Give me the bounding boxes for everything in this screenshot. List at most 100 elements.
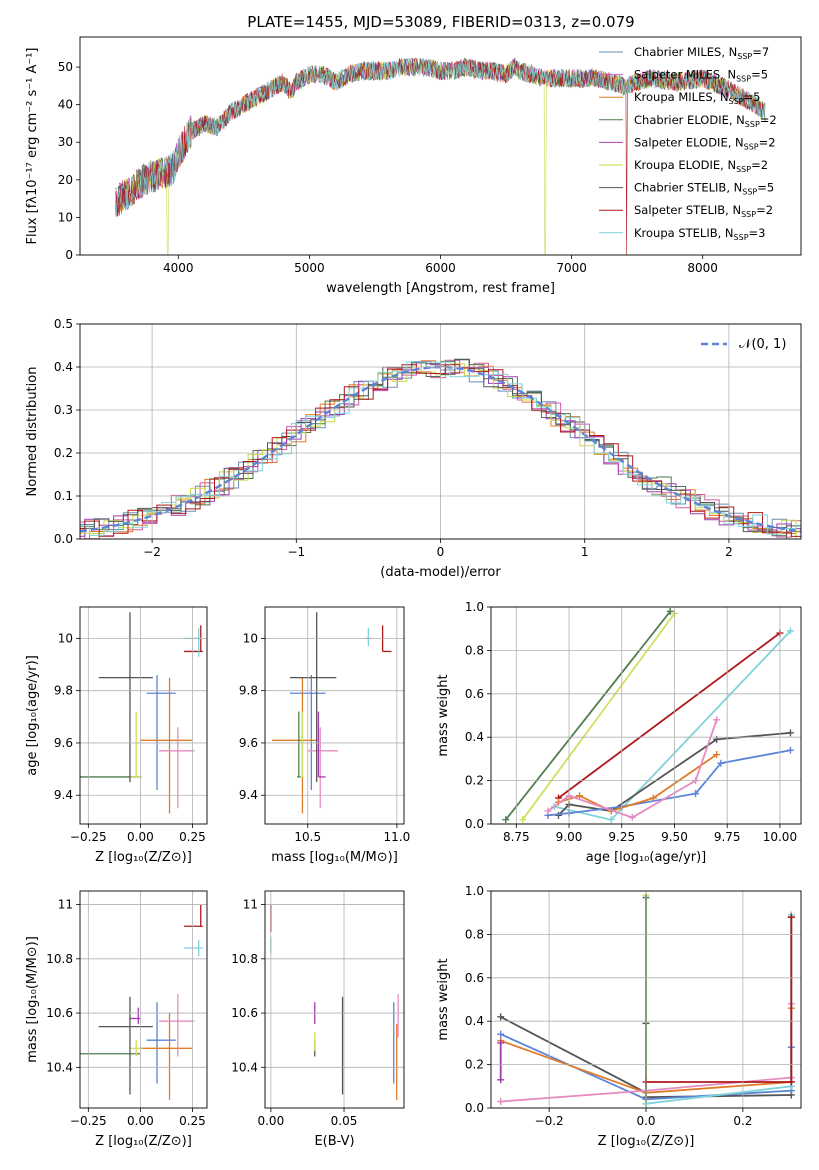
data-point — [628, 813, 636, 821]
y-tick-label: 10.4 — [231, 1060, 258, 1074]
series-line — [505, 610, 672, 821]
x-tick-label: 5000 — [294, 261, 325, 275]
x-tick-label: 4000 — [163, 261, 194, 275]
legend-label: Salpeter ELODIE, NSSP=2 — [634, 135, 776, 151]
data-point — [787, 913, 795, 921]
y-tick-label: 10.6 — [231, 1006, 258, 1020]
x-tick-label: 7000 — [556, 261, 587, 275]
y-axis-label: age [log₁₀(age/yr)] — [25, 655, 40, 776]
y-tick-label: 0.5 — [54, 317, 73, 331]
y-tick-label: 11 — [243, 898, 258, 912]
x-tick-label: 6000 — [425, 261, 456, 275]
histogram-step — [80, 359, 801, 539]
axes-frame — [490, 890, 802, 1109]
x-tick-label: −0.2 — [535, 1114, 564, 1128]
spectrum-line — [115, 57, 766, 212]
legend-label: Salpeter MILES, NSSP=5 — [634, 68, 768, 84]
axes-frame — [490, 606, 802, 825]
plot-area — [80, 612, 203, 814]
x-tick-label: −1 — [287, 545, 305, 559]
y-tick-label: 1.0 — [465, 884, 484, 898]
axes-frame — [79, 36, 802, 256]
x-tick-label: 0.2 — [733, 1114, 752, 1128]
y-tick-label: 0.0 — [465, 1101, 484, 1115]
y-tick-label: 0.4 — [54, 360, 73, 374]
legend-label: Kroupa MILES, NSSP=5 — [634, 90, 760, 106]
x-axis-label: mass [log₁₀(M/M⊙)] — [271, 850, 398, 865]
y-tick-label: 9.8 — [239, 684, 258, 698]
data-point — [607, 816, 615, 824]
y-tick-label: 9.4 — [54, 788, 73, 802]
y-tick-label: 10.4 — [46, 1060, 73, 1074]
plot-area — [80, 358, 801, 539]
data-point — [497, 1039, 505, 1047]
y-tick-label: 0.2 — [54, 446, 73, 460]
y-tick-label: 0.6 — [465, 971, 484, 985]
y-axis-label: Flux [fλ10⁻¹⁷ erg cm⁻² s⁻¹ A⁻¹] — [25, 48, 40, 245]
histogram-step — [80, 364, 801, 537]
y-tick-label: 10 — [58, 210, 73, 224]
x-axis-label: E(B-V) — [314, 1134, 354, 1149]
x-tick-label: 1 — [581, 545, 589, 559]
data-point — [713, 751, 721, 759]
x-tick-label: −0.25 — [70, 1114, 107, 1128]
plot-area — [80, 904, 203, 1100]
y-tick-label: 40 — [58, 98, 73, 112]
x-tick-label: 9.75 — [714, 830, 741, 844]
x-axis-label: (data-model)/error — [380, 565, 501, 580]
x-tick-label: 0.00 — [127, 1114, 154, 1128]
x-tick-label: −0.25 — [70, 830, 107, 844]
series-line — [557, 632, 781, 799]
x-axis-label: Z [log₁₀(Z/Z⊙)] — [95, 1134, 192, 1149]
data-point — [649, 794, 657, 802]
y-tick-label: 9.6 — [239, 736, 258, 750]
y-tick-label: 10.6 — [46, 1006, 73, 1020]
panel-age_vs_weight: 8.75 9.00 9.25 9.50 9.75 10.00 0.0 0.2 0.4 0.6 0.8… — [436, 600, 802, 865]
y-tick-label: 10.8 — [46, 952, 73, 966]
y-tick-label: 9.4 — [239, 788, 258, 802]
panel-spectrum: 4000 5000 6000 7000 8000 0 10 20 30 40 50 wavelengt… — [25, 36, 802, 296]
panel-z_vs_weight: −0.2 0.0 0.2 0.0 0.2 0.4 0.6 0.8 1.0 Z [log₁₀(Z/Z… — [436, 884, 802, 1149]
x-tick-label: 0.0 — [636, 1114, 655, 1128]
y-tick-label: 11 — [58, 898, 73, 912]
axes-frame — [79, 606, 208, 825]
x-tick-label: 0.25 — [179, 830, 206, 844]
histogram-step — [80, 363, 801, 539]
data-point — [502, 816, 510, 824]
figure-panels: 4000 5000 6000 7000 800001020304050wavelengt… — [25, 36, 802, 1149]
y-tick-label: 20 — [58, 173, 73, 187]
y-axis-label: Normed distribution — [25, 367, 40, 497]
axes-frame — [264, 890, 405, 1109]
series-line — [521, 612, 676, 821]
series-line — [645, 914, 793, 1105]
y-tick-label: 30 — [58, 135, 73, 149]
y-axis-label: mass [log₁₀(M/M⊙)] — [25, 936, 40, 1063]
data-point — [544, 807, 552, 815]
panel-mass_vs_age: 10.5 11.0 9.4 9.6 9.8 10 mass [log₁₀(M/M⊙)] — [239, 606, 411, 865]
panel-z_vs_mass: −0.25 0.00 0.25 10.4 10.6 10.8 11 Z [log₁₀(Z/Z⊙… — [25, 890, 208, 1149]
x-tick-label: 8000 — [687, 261, 718, 275]
y-tick-label: 0.6 — [465, 687, 484, 701]
y-tick-label: 0.2 — [465, 1058, 484, 1072]
y-tick-label: 0.3 — [54, 403, 73, 417]
data-point — [786, 627, 794, 635]
x-tick-label: 0.05 — [331, 1114, 358, 1128]
series-line — [554, 630, 792, 821]
plot-area — [272, 612, 392, 814]
figure-title: PLATE=1455, MJD=53089, FIBERID=0313, z=0… — [247, 13, 634, 31]
data-point — [666, 607, 674, 615]
x-tick-label: 11.0 — [384, 830, 411, 844]
panel-ebv_vs_mass: 0.00 0.05 10.4 10.6 10.8 11 E(B-V) — [231, 890, 405, 1149]
y-tick-label: 50 — [58, 60, 73, 74]
y-axis-label: mass weight — [436, 958, 451, 1040]
data-point — [786, 746, 794, 754]
panel-z_vs_age: −0.25 0.00 0.25 9.4 9.6 9.8 10 Z [log₁₀(Z/Z⊙)] a… — [25, 606, 208, 865]
x-axis-label: age [log₁₀(age/yr)] — [586, 850, 707, 865]
y-tick-label: 10.8 — [231, 952, 258, 966]
series-line — [646, 917, 793, 1083]
y-tick-label: 0.4 — [465, 1014, 484, 1028]
x-tick-label: 9.00 — [556, 830, 583, 844]
x-tick-label: 0.00 — [257, 1114, 284, 1128]
y-tick-label: 0.8 — [465, 643, 484, 657]
